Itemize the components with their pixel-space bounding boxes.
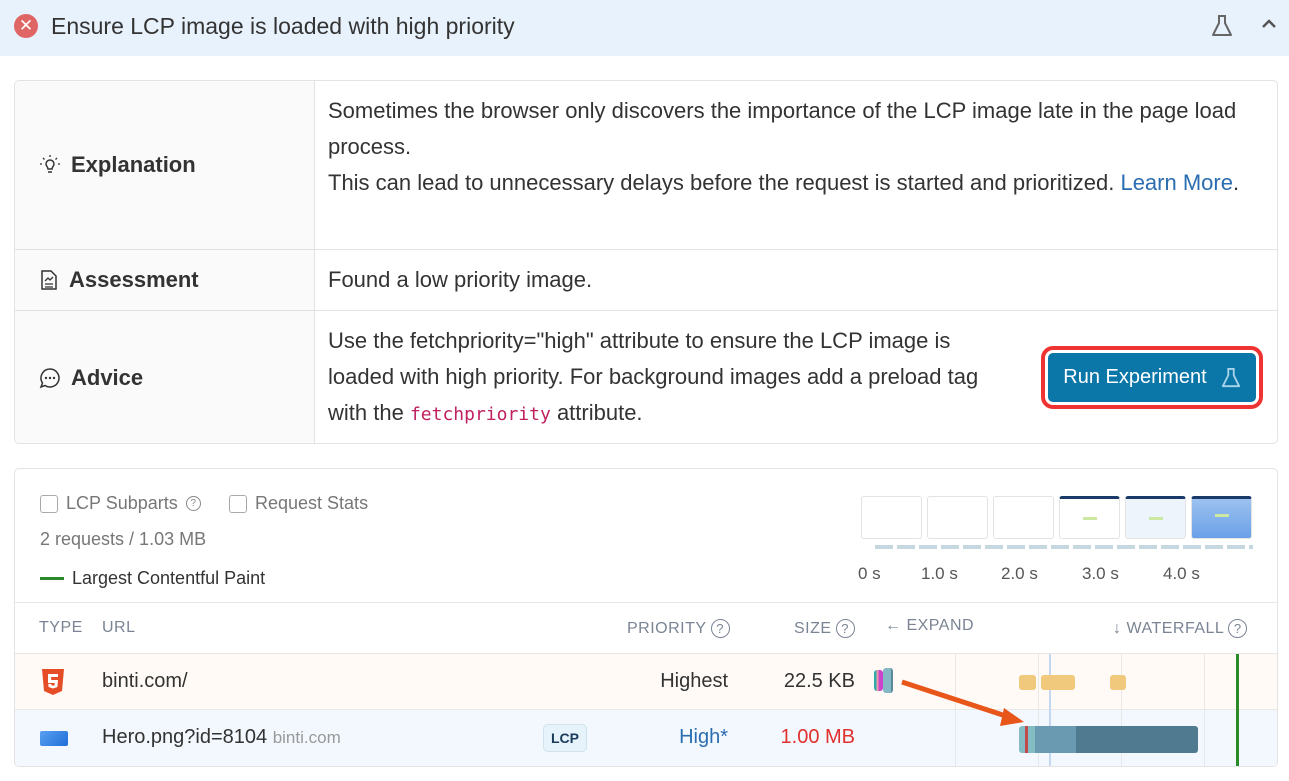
filmstrip-frame[interactable] — [993, 496, 1054, 539]
lcp-legend-line — [40, 577, 64, 580]
help-icon[interactable]: ? — [185, 496, 201, 511]
lcp-legend: Largest Contentful Paint — [40, 568, 265, 589]
request-url[interactable]: binti.com/ — [102, 670, 188, 692]
audit-header[interactable]: ✕ Ensure LCP image is loaded with high p… — [0, 0, 1289, 56]
time-tick: 1.0 s — [921, 564, 958, 583]
table-header: TYPE URL PRIORITY? SIZE? ← EXPAND ↓ WATE… — [15, 602, 1277, 654]
waterfall-js-chunk — [1110, 675, 1126, 690]
filmstrip-frame[interactable] — [1059, 496, 1120, 539]
waterfall-gridline — [955, 654, 956, 766]
lightbulb-icon — [40, 155, 60, 173]
time-tick: 3.0 s — [1082, 564, 1119, 583]
request-stats-checkbox[interactable]: Request Stats — [229, 493, 368, 514]
waterfall-bar-html-phases[interactable] — [874, 670, 883, 691]
dom-content-loaded-line — [1049, 654, 1051, 766]
time-tick: 2.0 s — [1001, 564, 1038, 583]
help-icon[interactable]: ? — [835, 619, 855, 638]
explanation-text: Sometimes the browser only discovers the… — [328, 98, 1240, 195]
advice-text: Use the fetchpriority="high" attribute t… — [328, 328, 979, 425]
flask-icon — [1221, 367, 1240, 387]
error-x-icon: ✕ — [14, 14, 38, 38]
assessment-row: Assessment Found a low priority image. — [15, 250, 1277, 311]
assessment-text: Found a low priority image. — [328, 267, 593, 292]
filmstrip-frame[interactable] — [1125, 496, 1186, 539]
assessment-label: Assessment — [15, 250, 315, 310]
waterfall-gridline — [1204, 654, 1205, 766]
fetchpriority-code: fetchpriority — [409, 404, 551, 425]
col-url[interactable]: URL — [102, 619, 136, 636]
col-waterfall[interactable]: ↓ WATERFALL? — [1113, 619, 1248, 638]
arrow-annotation — [901, 679, 1024, 726]
lcp-badge: LCP — [543, 724, 587, 752]
expand-button[interactable]: ← EXPAND — [885, 617, 975, 634]
request-priority: Highest — [660, 670, 728, 692]
col-type[interactable]: TYPE — [39, 619, 83, 636]
col-priority[interactable]: PRIORITY? — [627, 619, 730, 638]
document-chart-icon — [41, 270, 57, 290]
advice-label: Advice — [15, 311, 315, 443]
run-experiment-highlight: Run Experiment — [1041, 346, 1263, 409]
waterfall-bar-hero-image[interactable] — [1019, 726, 1198, 753]
time-tick: 4.0 s — [1163, 564, 1200, 583]
request-url[interactable]: Hero.png?id=8104 binti.com — [102, 726, 341, 748]
learn-more-link[interactable]: Learn More — [1120, 170, 1233, 195]
requests-summary: 2 requests / 1.03 MB — [40, 529, 207, 549]
explanation-label: Explanation — [15, 81, 315, 249]
time-tick: 0 s — [858, 564, 881, 583]
chat-bubble-icon — [39, 368, 60, 389]
waterfall-js-chunk — [1041, 675, 1075, 690]
help-icon[interactable]: ? — [710, 619, 730, 638]
image-thumbnail-icon — [40, 731, 68, 746]
html5-icon — [42, 669, 64, 695]
audit-details-table: Explanation Sometimes the browser only d… — [14, 80, 1278, 444]
request-size: 1.00 MB — [780, 726, 855, 748]
requests-panel: LCP Subparts? Request Stats 2 requests /… — [14, 468, 1278, 767]
request-size: 22.5 KB — [783, 670, 855, 692]
waterfall-gridline — [1121, 654, 1122, 766]
waterfall-gridline — [1038, 654, 1039, 766]
audit-title: Ensure LCP image is loaded with high pri… — [51, 13, 515, 39]
filmstrip-timeline — [875, 545, 1253, 549]
col-size[interactable]: SIZE? — [794, 619, 855, 638]
chevron-up-icon[interactable] — [1260, 17, 1278, 31]
help-icon[interactable]: ? — [1228, 619, 1248, 638]
lcp-subparts-checkbox[interactable]: LCP Subparts? — [40, 493, 201, 514]
table-row[interactable]: binti.com/ Highest 22.5 KB — [15, 654, 1277, 710]
lcp-marker-line — [1236, 654, 1239, 766]
filmstrip-frame[interactable] — [1191, 496, 1252, 539]
explanation-row: Explanation Sometimes the browser only d… — [15, 81, 1277, 250]
run-experiment-button[interactable]: Run Experiment — [1048, 353, 1256, 402]
waterfall-js-chunk — [1019, 675, 1036, 690]
request-priority[interactable]: High* — [679, 726, 728, 748]
advice-row: Advice Use the fetchpriority="high" attr… — [15, 311, 1277, 443]
filmstrip-frame[interactable] — [861, 496, 922, 539]
waterfall-bar-html[interactable] — [883, 668, 893, 693]
flask-icon[interactable] — [1211, 14, 1233, 38]
filmstrip-frame[interactable] — [927, 496, 988, 539]
